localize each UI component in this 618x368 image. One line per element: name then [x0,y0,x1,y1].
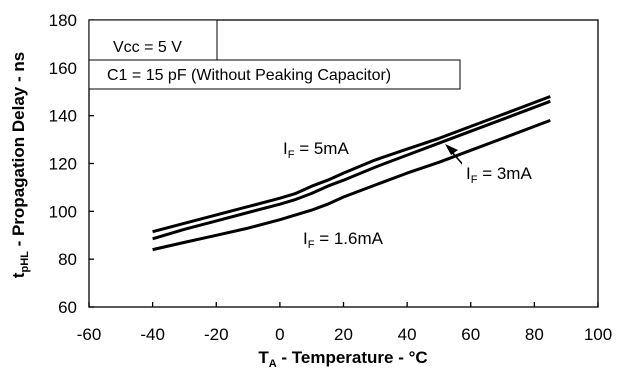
x-axis-ticks [88,302,599,307]
series-line-5ma [152,95,551,234]
y-tick-label: 60 [58,298,77,317]
y-tick-label: 160 [49,59,77,78]
y-tick-label: 120 [49,155,77,174]
series-lines [152,95,551,252]
y-tick-label: 140 [49,107,77,126]
x-tick-label: -20 [204,325,229,344]
series-label-1-6ma: IF = 1.6mA [303,229,384,251]
series-label-3ma: IF = 3mA [466,164,532,186]
y-tick-label: 180 [49,11,77,30]
series-line-3ma [152,99,551,241]
x-axis-tick-labels: -60 -40 -20 0 20 40 60 80 100 [77,325,612,344]
annotation-vcc: Vcc = 5 V [113,39,182,56]
x-tick-label: -40 [140,325,165,344]
series-label-5ma: IF = 5mA [283,139,349,161]
x-tick-label: 100 [584,325,612,344]
annotation-c1: C1 = 15 pF (Without Peaking Capacitor) [107,67,391,84]
series-line-1-6ma [152,118,551,252]
annotation-box-bottom [88,59,461,90]
series-label-3ma-bg [462,160,558,184]
x-tick-label: 40 [398,325,417,344]
x-axis-title: TA - Temperature - °C [258,348,427,368]
x-tick-label: 80 [525,325,544,344]
series-label-3ma-arrowhead [445,144,458,155]
x-tick-label: 20 [334,325,353,344]
x-tick-label: 0 [275,325,284,344]
x-tick-label: 60 [461,325,480,344]
y-axis-tick-labels: 60 80 100 120 140 160 180 [49,11,77,317]
y-tick-label: 100 [49,202,77,221]
y-axis-title: tpHL - Propagation Delay - ns [9,52,31,278]
y-tick-label: 80 [58,250,77,269]
x-tick-label: -60 [77,325,102,344]
